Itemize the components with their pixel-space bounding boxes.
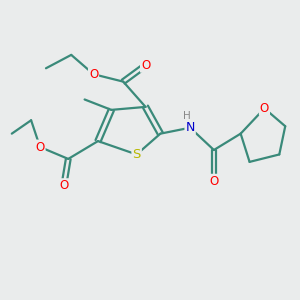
Text: O: O [209, 175, 218, 188]
Text: N: N [185, 121, 195, 134]
Text: O: O [260, 102, 269, 115]
Text: O: O [59, 179, 68, 192]
Text: O: O [35, 140, 45, 154]
Text: O: O [89, 68, 98, 81]
Text: H: H [183, 111, 191, 122]
Text: S: S [132, 148, 141, 161]
Text: O: O [141, 59, 150, 72]
